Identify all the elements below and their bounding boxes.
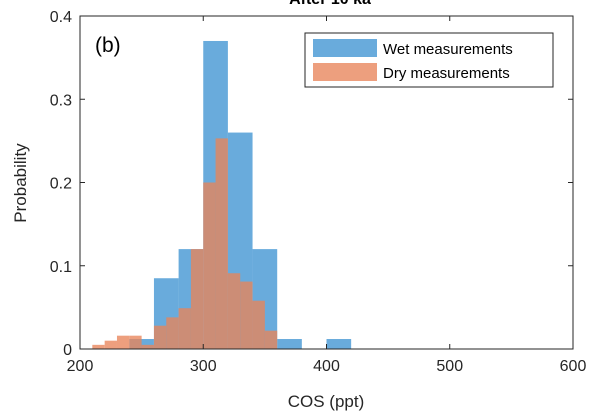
chart-title: After 10 ka — [289, 0, 371, 8]
x-tick-label-300: 300 — [190, 358, 217, 375]
bar-dry-270 — [166, 317, 179, 349]
y-tick-label-0.4: 0.4 — [50, 9, 72, 26]
panel-label: (b) — [95, 34, 121, 57]
bar-dry-330 — [240, 281, 253, 349]
x-tick-label-500: 500 — [436, 358, 463, 375]
bar-wet-400 — [326, 339, 352, 349]
y-axis-label: Probability — [11, 143, 30, 223]
bar-dry-230 — [116, 335, 130, 349]
bar-dry-310 — [215, 138, 228, 349]
y-tick-label-0: 0 — [63, 342, 72, 359]
bar-dry-290 — [190, 249, 204, 349]
x-tick-label-600: 600 — [560, 358, 587, 375]
y-tick-label-0.2: 0.2 — [50, 176, 72, 193]
legend-swatch-wet — [313, 39, 377, 57]
y-tick-label-0.3: 0.3 — [50, 92, 72, 109]
bars-layer — [92, 40, 352, 349]
x-tick-label-200: 200 — [67, 358, 94, 375]
x-tick-label-400: 400 — [313, 358, 340, 375]
bar-dry-300 — [203, 182, 216, 349]
legend: Wet measurements Dry measurements — [304, 32, 554, 88]
bar-wet-360 — [277, 339, 302, 349]
legend-swatch-dry — [313, 63, 377, 81]
bar-dry-240 — [129, 335, 142, 349]
bar-dry-220 — [104, 340, 117, 349]
bar-dry-340 — [252, 300, 265, 349]
legend-label-wet: Wet measurements — [383, 41, 513, 58]
bar-dry-320 — [227, 273, 241, 349]
y-tick-label-0.1: 0.1 — [50, 259, 72, 276]
bar-dry-210 — [92, 344, 105, 349]
bar-dry-250 — [141, 344, 154, 349]
ticks-layer: 200 300 400 500 600 0 0.1 0.2 0.3 0.4 — [50, 9, 587, 375]
bar-dry-350 — [264, 330, 278, 349]
legend-label-dry: Dry measurements — [383, 65, 510, 82]
x-axis-label: COS (ppt) — [288, 392, 365, 411]
bar-dry-260 — [153, 325, 167, 349]
bar-dry-280 — [178, 308, 191, 349]
